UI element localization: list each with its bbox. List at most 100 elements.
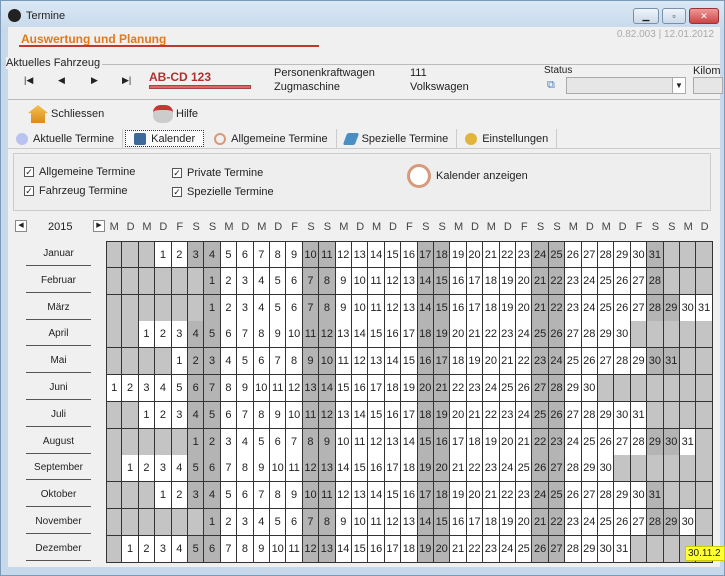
day-cell[interactable]: 1 (122, 535, 139, 563)
day-cell[interactable]: 29 (581, 535, 598, 563)
tab-calendar[interactable]: Kalender (125, 130, 205, 147)
day-cell[interactable]: 22 (516, 348, 533, 376)
day-cell[interactable]: 27 (565, 321, 582, 349)
day-cell[interactable]: 17 (417, 241, 434, 268)
day-cell[interactable]: 26 (548, 401, 566, 429)
day-cell[interactable]: 7 (220, 535, 238, 563)
day-cell[interactable]: 28 (614, 348, 631, 376)
month-label[interactable]: August (16, 429, 101, 456)
day-cell[interactable]: 9 (286, 482, 303, 510)
day-cell[interactable]: 12 (302, 455, 320, 483)
day-cell[interactable]: 11 (335, 348, 352, 376)
day-cell[interactable]: 6 (237, 241, 254, 268)
day-cell[interactable]: 23 (466, 375, 484, 402)
day-cell[interactable]: 4 (220, 348, 238, 376)
day-cell[interactable]: 31 (696, 294, 713, 322)
day-cell[interactable]: 9 (335, 267, 352, 295)
day-cell[interactable]: 5 (188, 455, 205, 483)
day-cell[interactable]: 29 (614, 482, 631, 510)
day-cell[interactable]: 9 (270, 401, 287, 429)
day-cell[interactable]: 29 (647, 428, 664, 456)
show-calendar-button[interactable]: Kalender anzeigen (407, 164, 528, 188)
day-cell[interactable]: 20 (499, 428, 516, 456)
day-cell[interactable]: 5 (204, 401, 221, 429)
day-cell[interactable]: 18 (450, 348, 467, 376)
day-cell[interactable]: 6 (286, 509, 303, 536)
day-cell[interactable]: 15 (368, 321, 385, 349)
day-cell[interactable]: 18 (401, 535, 418, 563)
day-cell[interactable]: 14 (368, 482, 385, 510)
day-cell[interactable]: 13 (302, 375, 320, 402)
day-cell[interactable]: 16 (401, 241, 418, 268)
day-cell[interactable]: 14 (319, 375, 336, 402)
day-cell[interactable]: 28 (565, 455, 582, 483)
day-cell[interactable]: 23 (499, 321, 516, 349)
day-cell[interactable]: 12 (319, 401, 336, 429)
day-cell[interactable]: 21 (483, 482, 500, 510)
day-cell[interactable]: 8 (319, 294, 336, 322)
day-cell[interactable]: 26 (614, 267, 631, 295)
day-cell[interactable]: 26 (532, 535, 549, 563)
day-cell[interactable]: 19 (483, 428, 500, 456)
day-cell[interactable]: 19 (466, 348, 484, 376)
day-cell[interactable]: 3 (188, 241, 205, 268)
day-cell[interactable]: 16 (384, 321, 402, 349)
day-cell[interactable]: 31 (614, 535, 631, 563)
day-cell[interactable]: 10 (302, 482, 320, 510)
month-label[interactable]: Oktober (16, 482, 101, 509)
day-cell[interactable]: 23 (516, 241, 533, 268)
day-cell[interactable]: 11 (368, 267, 385, 295)
day-cell[interactable]: 16 (352, 375, 369, 402)
day-cell[interactable]: 4 (204, 482, 221, 510)
day-cell[interactable]: 13 (352, 482, 369, 510)
day-cell[interactable]: 12 (368, 428, 385, 456)
day-cell[interactable]: 14 (352, 321, 369, 349)
day-cell[interactable]: 2 (171, 482, 188, 510)
day-cell[interactable]: 3 (155, 535, 172, 563)
day-cell[interactable]: 4 (188, 401, 205, 429)
month-label[interactable]: November (16, 509, 101, 536)
day-cell[interactable]: 28 (548, 375, 566, 402)
month-label[interactable]: September (16, 455, 101, 482)
day-cell[interactable]: 2 (171, 241, 188, 268)
checkbox-private[interactable]: ✓ Private Termine (172, 167, 263, 179)
day-cell[interactable]: 15 (335, 375, 352, 402)
day-cell[interactable]: 22 (499, 241, 516, 268)
day-cell[interactable]: 28 (647, 267, 664, 295)
day-cell[interactable]: 12 (335, 241, 352, 268)
day-cell[interactable]: 24 (516, 401, 533, 429)
day-cell[interactable]: 3 (188, 482, 205, 510)
day-cell[interactable]: 17 (401, 401, 418, 429)
day-cell[interactable]: 29 (663, 294, 680, 322)
day-cell[interactable]: 20 (434, 535, 451, 563)
month-label[interactable]: April (16, 321, 101, 348)
day-cell[interactable]: 7 (220, 455, 238, 483)
checkbox-special[interactable]: ✓ Spezielle Termine (172, 186, 274, 198)
copy-icon[interactable]: ⧉ (547, 79, 555, 91)
day-cell[interactable]: 25 (499, 375, 516, 402)
day-cell[interactable]: 7 (302, 509, 320, 536)
day-cell[interactable]: 23 (483, 535, 500, 563)
previous-record-button[interactable]: ◀ (58, 75, 65, 85)
day-cell[interactable]: 15 (417, 428, 434, 456)
day-cell[interactable]: 31 (630, 401, 648, 429)
day-cell[interactable]: 11 (319, 482, 336, 510)
checkbox-checked[interactable]: ✓ (172, 187, 182, 197)
day-cell[interactable]: 17 (384, 535, 402, 563)
day-cell[interactable]: 1 (138, 321, 156, 349)
day-cell[interactable]: 14 (368, 241, 385, 268)
day-cell[interactable]: 9 (319, 428, 336, 456)
checkbox-general[interactable]: ✓ Allgemeine Termine (24, 166, 135, 178)
day-cell[interactable]: 1 (188, 428, 205, 456)
day-cell[interactable]: 30 (663, 428, 680, 456)
day-cell[interactable]: 11 (368, 509, 385, 536)
day-cell[interactable]: 13 (401, 267, 418, 295)
day-cell[interactable]: 30 (581, 375, 598, 402)
day-cell[interactable]: 14 (335, 535, 352, 563)
day-cell[interactable]: 16 (450, 294, 467, 322)
day-cell[interactable]: 30 (598, 535, 615, 563)
day-cell[interactable]: 16 (368, 535, 385, 563)
day-cell[interactable]: 19 (417, 535, 434, 563)
day-cell[interactable]: 1 (106, 375, 123, 402)
day-cell[interactable]: 10 (352, 294, 369, 322)
